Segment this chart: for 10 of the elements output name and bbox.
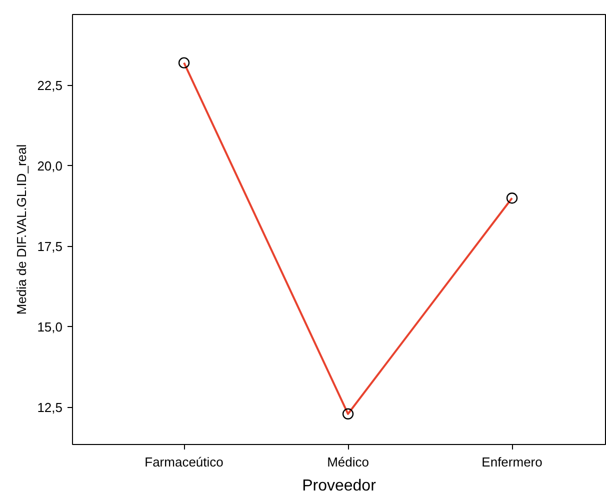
x-tick-label: Farmaceútico bbox=[144, 454, 224, 470]
y-tick-label: 15,0 bbox=[37, 319, 63, 334]
y-tick-label: 17,5 bbox=[37, 238, 63, 254]
x-tick-label: Médico bbox=[327, 454, 369, 470]
y-tick-label: 22,5 bbox=[37, 78, 63, 93]
x-tick-label: Enfermero bbox=[482, 454, 542, 470]
y-axis-title: Media de DIF.VAL.GL.ID_real bbox=[14, 144, 30, 315]
y-tick-label: 12,5 bbox=[37, 400, 63, 415]
x-axis-title: Proveedor bbox=[302, 478, 377, 494]
y-tick-label: 20,0 bbox=[37, 158, 63, 174]
